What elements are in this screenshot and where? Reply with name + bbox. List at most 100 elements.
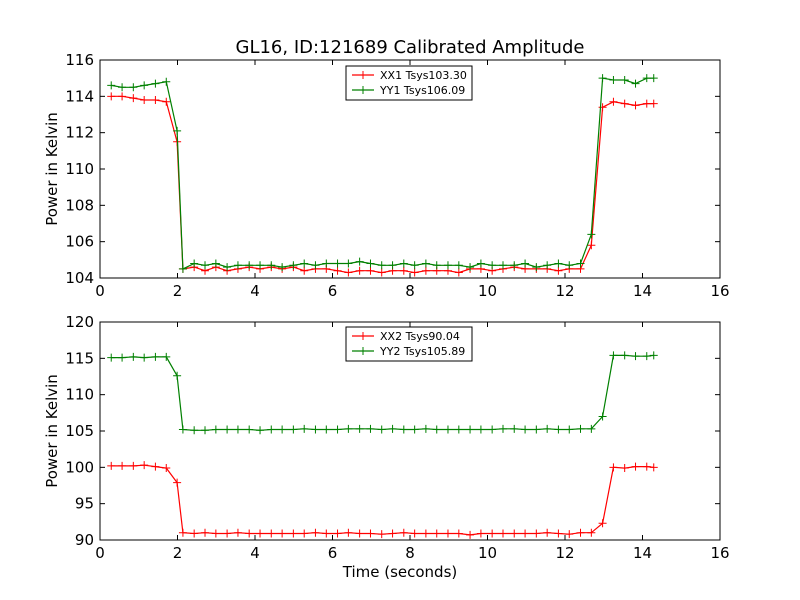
data-point	[510, 529, 519, 538]
data-point	[333, 266, 342, 275]
data-point	[388, 261, 397, 270]
data-point	[322, 425, 331, 434]
data-point	[649, 99, 658, 108]
data-point	[366, 424, 375, 433]
data-point	[311, 261, 320, 270]
data-point	[322, 529, 331, 538]
data-point	[598, 74, 607, 83]
panels: 0 2 4 6 8 10 12 14 16104106108110112114116Power …	[43, 51, 730, 581]
data-point	[565, 425, 574, 434]
data-point	[151, 462, 160, 471]
data-point	[344, 259, 353, 268]
data-point	[140, 81, 149, 90]
data-point	[421, 529, 430, 538]
data-point	[432, 529, 441, 538]
y-tick-label: 115	[65, 349, 94, 367]
data-point	[366, 266, 375, 275]
y-axis-label: Power in Kelvin	[43, 374, 61, 488]
legend-entry: XX1 Tsys103.30	[380, 69, 467, 82]
data-point	[377, 261, 386, 270]
data-point	[642, 99, 651, 108]
data-point	[609, 463, 618, 472]
data-point	[399, 528, 408, 537]
data-point	[642, 74, 651, 83]
data-point	[278, 529, 287, 538]
data-point	[649, 351, 658, 360]
legend-marker	[359, 347, 367, 355]
data-point	[140, 353, 149, 362]
data-point	[532, 263, 541, 272]
data-point	[598, 412, 607, 421]
data-point	[233, 261, 242, 270]
data-point	[554, 529, 563, 538]
data-point	[488, 529, 497, 538]
data-point	[118, 353, 127, 362]
data-point	[532, 529, 541, 538]
panel-2: 0 2 4 6 8 10 12 14 16 90 95 100 105 110 115 120 Power in…	[43, 313, 730, 581]
data-point	[344, 268, 353, 277]
x-tick-label: 2	[173, 282, 183, 300]
data-point	[344, 528, 353, 537]
y-tick-label: 110	[65, 160, 94, 178]
data-point	[211, 529, 220, 538]
data-point	[620, 464, 629, 473]
x-tick-label: 8	[405, 544, 415, 562]
data-point	[587, 230, 596, 239]
data-point	[300, 266, 309, 275]
data-point	[355, 257, 364, 266]
data-point	[201, 426, 210, 435]
data-point	[173, 126, 182, 135]
data-point	[129, 83, 138, 92]
data-point	[466, 263, 475, 272]
y-tick-label: 105	[65, 422, 94, 440]
data-point	[107, 92, 116, 101]
x-tick-label: 4	[250, 282, 260, 300]
data-point	[140, 95, 149, 104]
series-line	[111, 95, 654, 274]
x-tick-label: 0	[95, 282, 105, 300]
data-point	[267, 425, 276, 434]
data-point	[554, 259, 563, 268]
data-point	[587, 528, 596, 537]
data-point	[289, 425, 298, 434]
data-point	[267, 529, 276, 538]
y-tick-label: 112	[65, 124, 94, 142]
data-point	[245, 529, 254, 538]
data-point	[300, 424, 309, 433]
data-point	[278, 425, 287, 434]
y-tick-label: 90	[75, 531, 94, 549]
data-point	[366, 529, 375, 538]
x-axis-label: Time (seconds)	[342, 563, 458, 581]
legend-marker	[359, 332, 367, 340]
data-point	[355, 529, 364, 538]
data-point	[173, 478, 182, 487]
series-1-1	[107, 92, 658, 277]
x-tick-label: 16	[710, 544, 729, 562]
data-point	[267, 261, 276, 270]
data-point	[587, 424, 596, 433]
data-point	[510, 261, 519, 270]
data-point	[278, 263, 287, 272]
data-point	[233, 425, 242, 434]
data-point	[300, 529, 309, 538]
data-point	[631, 352, 640, 361]
data-point	[245, 425, 254, 434]
data-point	[521, 259, 530, 268]
data-point	[211, 425, 220, 434]
data-point	[443, 261, 452, 270]
x-tick-label: 8	[405, 282, 415, 300]
data-point	[178, 528, 187, 537]
data-point	[190, 259, 199, 268]
data-point	[554, 266, 563, 275]
data-point	[631, 101, 640, 110]
data-point	[466, 425, 475, 434]
data-point	[355, 266, 364, 275]
data-point	[162, 77, 171, 86]
y-tick-label: 100	[65, 458, 94, 476]
y-tick-label: 116	[65, 51, 94, 69]
data-point	[256, 529, 265, 538]
data-point	[201, 528, 210, 537]
data-point	[388, 424, 397, 433]
data-point	[377, 268, 386, 277]
data-point	[140, 461, 149, 470]
